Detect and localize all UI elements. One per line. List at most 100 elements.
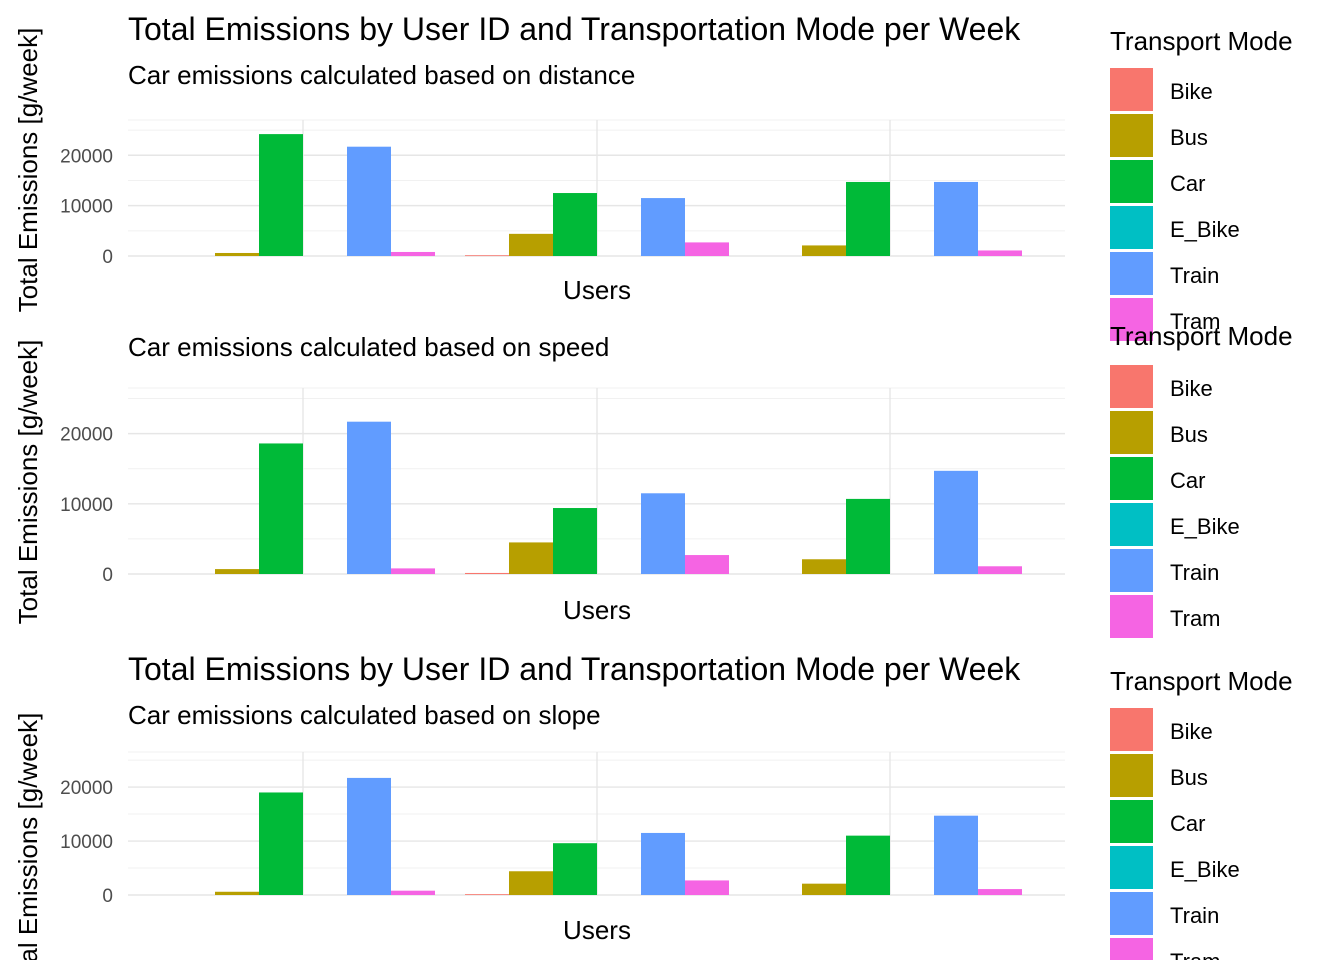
bar-bus [215, 252, 259, 256]
bar-bike [465, 255, 509, 257]
bar-tram [978, 889, 1022, 895]
legend-label-train: Train [1170, 263, 1219, 288]
legend: Transport Mode Bike Bus Car E_Bike Train Tram [1110, 666, 1293, 965]
legend-swatch-tram [1110, 595, 1153, 638]
legend-swatch-bike [1110, 708, 1153, 751]
legend-swatch-e_bike [1110, 846, 1153, 889]
bar-bus [215, 891, 259, 895]
y-tick-label: 20000 [60, 425, 113, 446]
legend-label-car: Car [1170, 811, 1205, 836]
legend-swatch-bus [1110, 754, 1153, 797]
legend-label-train: Train [1170, 903, 1219, 928]
bar-car [259, 134, 303, 256]
legend-label-bus: Bus [1170, 125, 1208, 150]
legend-title: Transport Mode [1110, 666, 1293, 696]
legend-swatch-e_bike [1110, 503, 1153, 546]
y-tick-label: 10000 [60, 495, 113, 516]
y-tick-label: 0 [102, 565, 113, 586]
legend-swatch-car [1110, 457, 1153, 500]
bar-bike [465, 572, 509, 574]
bar-car [259, 443, 303, 574]
chart-subtitle: Car emissions calculated based on slope [128, 700, 601, 730]
legend-label-car: Car [1170, 171, 1205, 196]
bar-car [553, 193, 597, 256]
legend-swatch-bus [1110, 114, 1153, 157]
bar-tram [391, 251, 435, 256]
legend-label-e_bike: E_Bike [1170, 217, 1240, 242]
bar-train [934, 470, 978, 574]
legend-swatch-bike [1110, 68, 1153, 111]
legend-swatch-tram [1110, 938, 1153, 965]
legend-label-tram: Tram [1170, 949, 1221, 960]
bar-train [347, 421, 391, 574]
legend-swatch-bus [1110, 411, 1153, 454]
x-axis-label: Users [563, 595, 631, 625]
bar-train [641, 198, 685, 256]
chart-panel-1: 0 10000 20000 Total Emissions by User ID an… [13, 11, 1293, 341]
legend-swatch-e_bike [1110, 206, 1153, 249]
bar-bus [509, 871, 553, 895]
bar-tram [685, 880, 729, 895]
legend-swatch-car [1110, 800, 1153, 843]
bar-bus [802, 883, 846, 895]
y-tick-label: 20000 [60, 778, 113, 799]
bar-train [347, 777, 391, 895]
legend-label-bike: Bike [1170, 719, 1213, 744]
bar-car [259, 792, 303, 895]
legend-label-tram: Tram [1170, 309, 1221, 334]
bar-train [934, 181, 978, 256]
legend: Transport Mode Bike Bus Car E_Bike Train Tram [1110, 321, 1293, 638]
bar-tram [978, 250, 1022, 256]
legend-label-tram: Tram [1170, 606, 1221, 631]
y-tick-label: 20000 [60, 146, 113, 167]
chart-panel-2: 0 10000 20000 Car emissions calculated base… [13, 321, 1293, 638]
legend-swatch-car [1110, 160, 1153, 203]
legend-title: Transport Mode [1110, 321, 1293, 351]
y-axis-label: Total Emissions [g/week] [13, 713, 43, 960]
legend-label-bus: Bus [1170, 765, 1208, 790]
legend-label-e_bike: E_Bike [1170, 514, 1240, 539]
legend-label-car: Car [1170, 468, 1205, 493]
chart-title: Total Emissions by User ID and Transport… [128, 11, 1021, 47]
bar-train [641, 493, 685, 574]
legend-label-bike: Bike [1170, 376, 1213, 401]
legend: Transport Mode Bike Bus Car E_Bike Train Tram [1110, 26, 1293, 341]
bar-bus [802, 245, 846, 256]
chart-title: Total Emissions by User ID and Transport… [128, 651, 1021, 687]
y-axis-label: Total Emissions [g/week] [13, 28, 43, 313]
legend-swatch-train [1110, 892, 1153, 935]
legend-swatch-tram [1110, 298, 1153, 341]
bar-tram [685, 242, 729, 256]
x-axis-label: Users [563, 275, 631, 305]
y-tick-label: 0 [102, 886, 113, 907]
bar-car [846, 498, 890, 574]
bar-car [846, 835, 890, 895]
legend-swatch-bike [1110, 365, 1153, 408]
bar-tram [978, 566, 1022, 574]
legend-swatch-train [1110, 252, 1153, 295]
legend-title: Transport Mode [1110, 26, 1293, 56]
bar-tram [391, 890, 435, 895]
chart-panel-3: 0 10000 20000 Total Emissions by User ID an… [13, 651, 1293, 965]
legend-label-bike: Bike [1170, 79, 1213, 104]
bar-tram [685, 555, 729, 574]
bar-tram [391, 568, 435, 574]
legend-label-e_bike: E_Bike [1170, 857, 1240, 882]
chart-subtitle: Car emissions calculated based on distan… [128, 60, 635, 90]
bar-car [553, 843, 597, 895]
y-tick-label: 0 [102, 247, 113, 268]
bar-bike [465, 894, 509, 895]
bar-train [641, 832, 685, 895]
bar-car [553, 508, 597, 574]
bar-car [846, 181, 890, 256]
y-tick-label: 10000 [60, 197, 113, 218]
legend-label-bus: Bus [1170, 422, 1208, 447]
bar-train [347, 146, 391, 256]
bar-bus [509, 233, 553, 256]
chart-subtitle: Car emissions calculated based on speed [128, 332, 609, 362]
legend-label-train: Train [1170, 560, 1219, 585]
legend-swatch-train [1110, 549, 1153, 592]
bar-bus [802, 559, 846, 574]
